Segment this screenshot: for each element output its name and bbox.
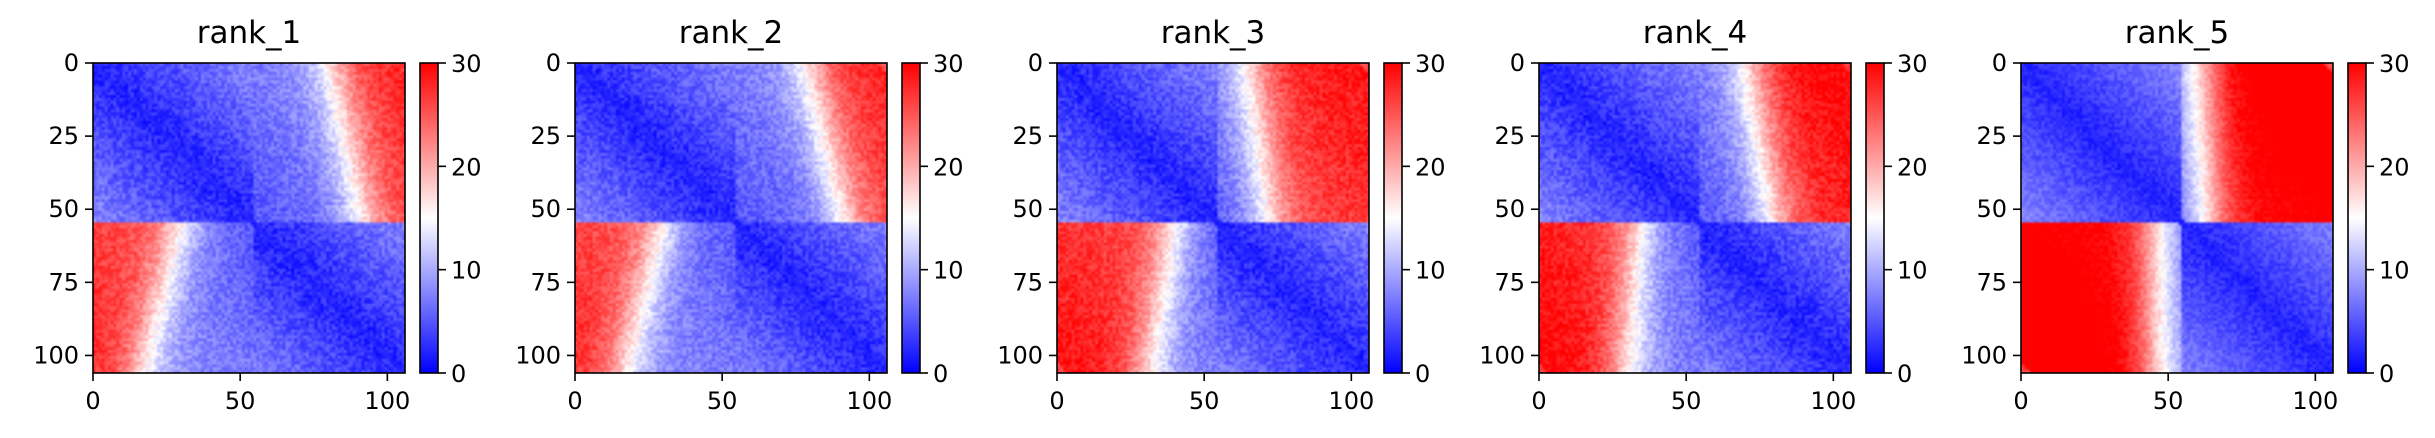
colorbar-tick-label: 30 <box>2379 50 2410 78</box>
y-tick-label: 75 <box>48 268 79 296</box>
y-tick-label: 25 <box>1976 122 2007 150</box>
colorbar <box>1383 62 1403 374</box>
x-tick-label: 0 <box>1049 387 1064 415</box>
x-tick-label: 0 <box>567 387 582 415</box>
y-tick-label: 25 <box>530 122 561 150</box>
colorbar <box>901 62 921 374</box>
y-tick-label: 75 <box>1976 268 2007 296</box>
x-tick-label: 100 <box>2292 387 2338 415</box>
y-tick-label: 75 <box>530 268 561 296</box>
y-tick-label: 50 <box>1012 195 1043 223</box>
colorbar-tick-label: 10 <box>2379 257 2410 285</box>
x-tick-label: 0 <box>85 387 100 415</box>
x-tick-label: 100 <box>1328 387 1374 415</box>
y-tick-label: 25 <box>1494 122 1525 150</box>
heatmap-cells <box>93 63 405 373</box>
y-tick-label: 0 <box>1028 49 1043 77</box>
y-tick-label: 100 <box>997 341 1043 369</box>
y-tick-label: 75 <box>1494 268 1525 296</box>
y-tick-label: 75 <box>1012 268 1043 296</box>
plot-frame <box>574 62 888 374</box>
colorbar-tick-label: 20 <box>933 153 964 181</box>
colorbar-tick-label: 20 <box>1897 153 1928 181</box>
y-tick-label: 100 <box>515 341 561 369</box>
panel-title: rank_2 <box>679 15 784 51</box>
heatmap-cells <box>2021 63 2333 373</box>
x-tick-label: 100 <box>846 387 892 415</box>
colorbar-tick-label: 30 <box>451 50 482 78</box>
heatmap-cells <box>1057 63 1369 373</box>
y-tick-label: 100 <box>1961 341 2007 369</box>
colorbar-tick-label: 0 <box>1415 360 1430 388</box>
colorbar-tick-label: 0 <box>2379 360 2394 388</box>
x-tick-label: 50 <box>707 387 738 415</box>
colorbar-tick-label: 0 <box>451 360 466 388</box>
colorbar-tick-label: 0 <box>1897 360 1912 388</box>
colorbar-tick-label: 20 <box>451 153 482 181</box>
colorbar <box>2347 62 2367 374</box>
x-tick-label: 0 <box>1531 387 1546 415</box>
x-tick-label: 0 <box>2013 387 2028 415</box>
colorbar-tick-label: 10 <box>451 257 482 285</box>
x-tick-label: 100 <box>364 387 410 415</box>
y-tick-label: 25 <box>48 122 79 150</box>
y-tick-label: 50 <box>1494 195 1525 223</box>
y-tick-label: 0 <box>546 49 561 77</box>
plot-frame <box>1538 62 1852 374</box>
plot-frame <box>1056 62 1370 374</box>
y-tick-label: 50 <box>530 195 561 223</box>
colorbar-tick-label: 20 <box>1415 153 1446 181</box>
x-tick-label: 50 <box>1671 387 1702 415</box>
colorbar-tick-label: 30 <box>1415 50 1446 78</box>
colorbar-tick-label: 10 <box>1897 257 1928 285</box>
panel-title: rank_5 <box>2125 15 2230 51</box>
y-tick-label: 0 <box>1510 49 1525 77</box>
panel-title: rank_3 <box>1161 15 1266 51</box>
colorbar-tick-label: 10 <box>1415 257 1446 285</box>
colorbar-tick-label: 10 <box>933 257 964 285</box>
plot-frame <box>2020 62 2334 374</box>
y-tick-label: 100 <box>33 341 79 369</box>
x-tick-label: 100 <box>1810 387 1856 415</box>
panel-title: rank_4 <box>1643 15 1748 51</box>
colorbar-tick-label: 20 <box>2379 153 2410 181</box>
colorbar-tick-label: 0 <box>933 360 948 388</box>
x-tick-label: 50 <box>2153 387 2184 415</box>
x-tick-label: 50 <box>1189 387 1220 415</box>
y-tick-label: 50 <box>48 195 79 223</box>
plot-frame <box>92 62 406 374</box>
colorbar <box>419 62 439 374</box>
heatmap-cells <box>1539 63 1851 373</box>
heatmap-cells <box>575 63 887 373</box>
y-tick-label: 0 <box>64 49 79 77</box>
panel-title: rank_1 <box>197 15 302 51</box>
colorbar-tick-label: 30 <box>933 50 964 78</box>
y-tick-label: 0 <box>1992 49 2007 77</box>
colorbar <box>1865 62 1885 374</box>
x-tick-label: 50 <box>225 387 256 415</box>
y-tick-label: 50 <box>1976 195 2007 223</box>
colorbar-tick-label: 30 <box>1897 50 1928 78</box>
y-tick-label: 100 <box>1479 341 1525 369</box>
y-tick-label: 25 <box>1012 122 1043 150</box>
